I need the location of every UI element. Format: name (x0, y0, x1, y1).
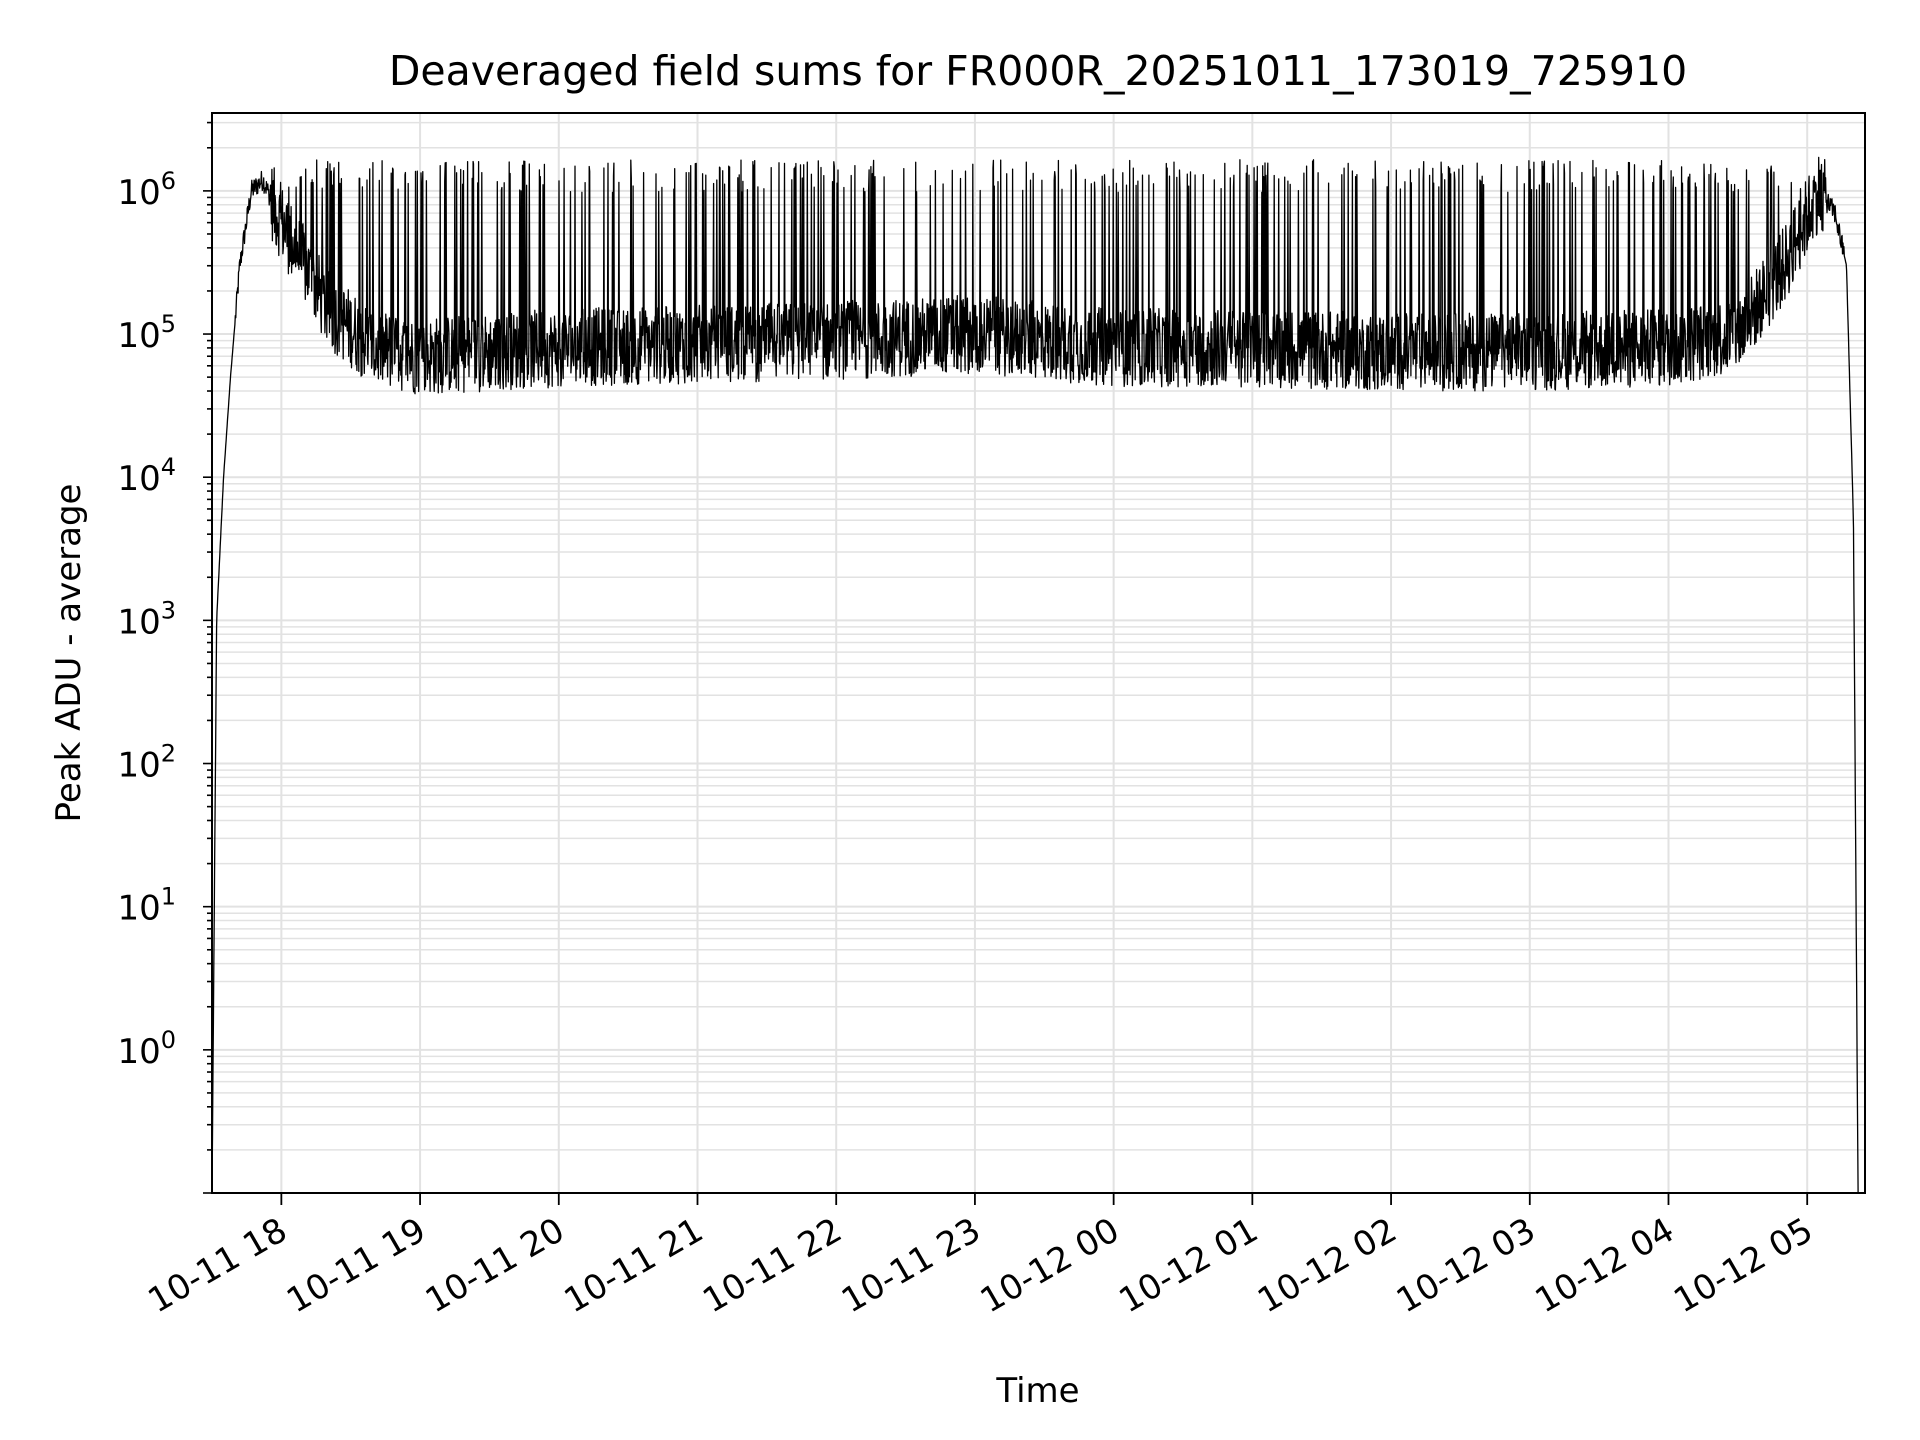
y-tick-label: 105 (117, 310, 176, 356)
plot-frame (211, 112, 1866, 1194)
chart-title: Deaveraged field sums for FR000R_2025101… (389, 47, 1687, 95)
y-tick-label: 104 (117, 453, 176, 499)
y-tick-label: 102 (117, 740, 176, 786)
plot-area (211, 156, 1859, 1194)
series-line (211, 156, 1859, 1194)
y-tick-label: 103 (117, 596, 176, 642)
y-axis-label: Peak ADU - average (49, 484, 89, 823)
y-tick-label: 106 (117, 167, 176, 213)
x-axis-label: Time (995, 1371, 1079, 1411)
y-tick-label: 100 (117, 1026, 176, 1072)
grid (212, 113, 1865, 1194)
y-tick-label: 101 (117, 883, 176, 929)
